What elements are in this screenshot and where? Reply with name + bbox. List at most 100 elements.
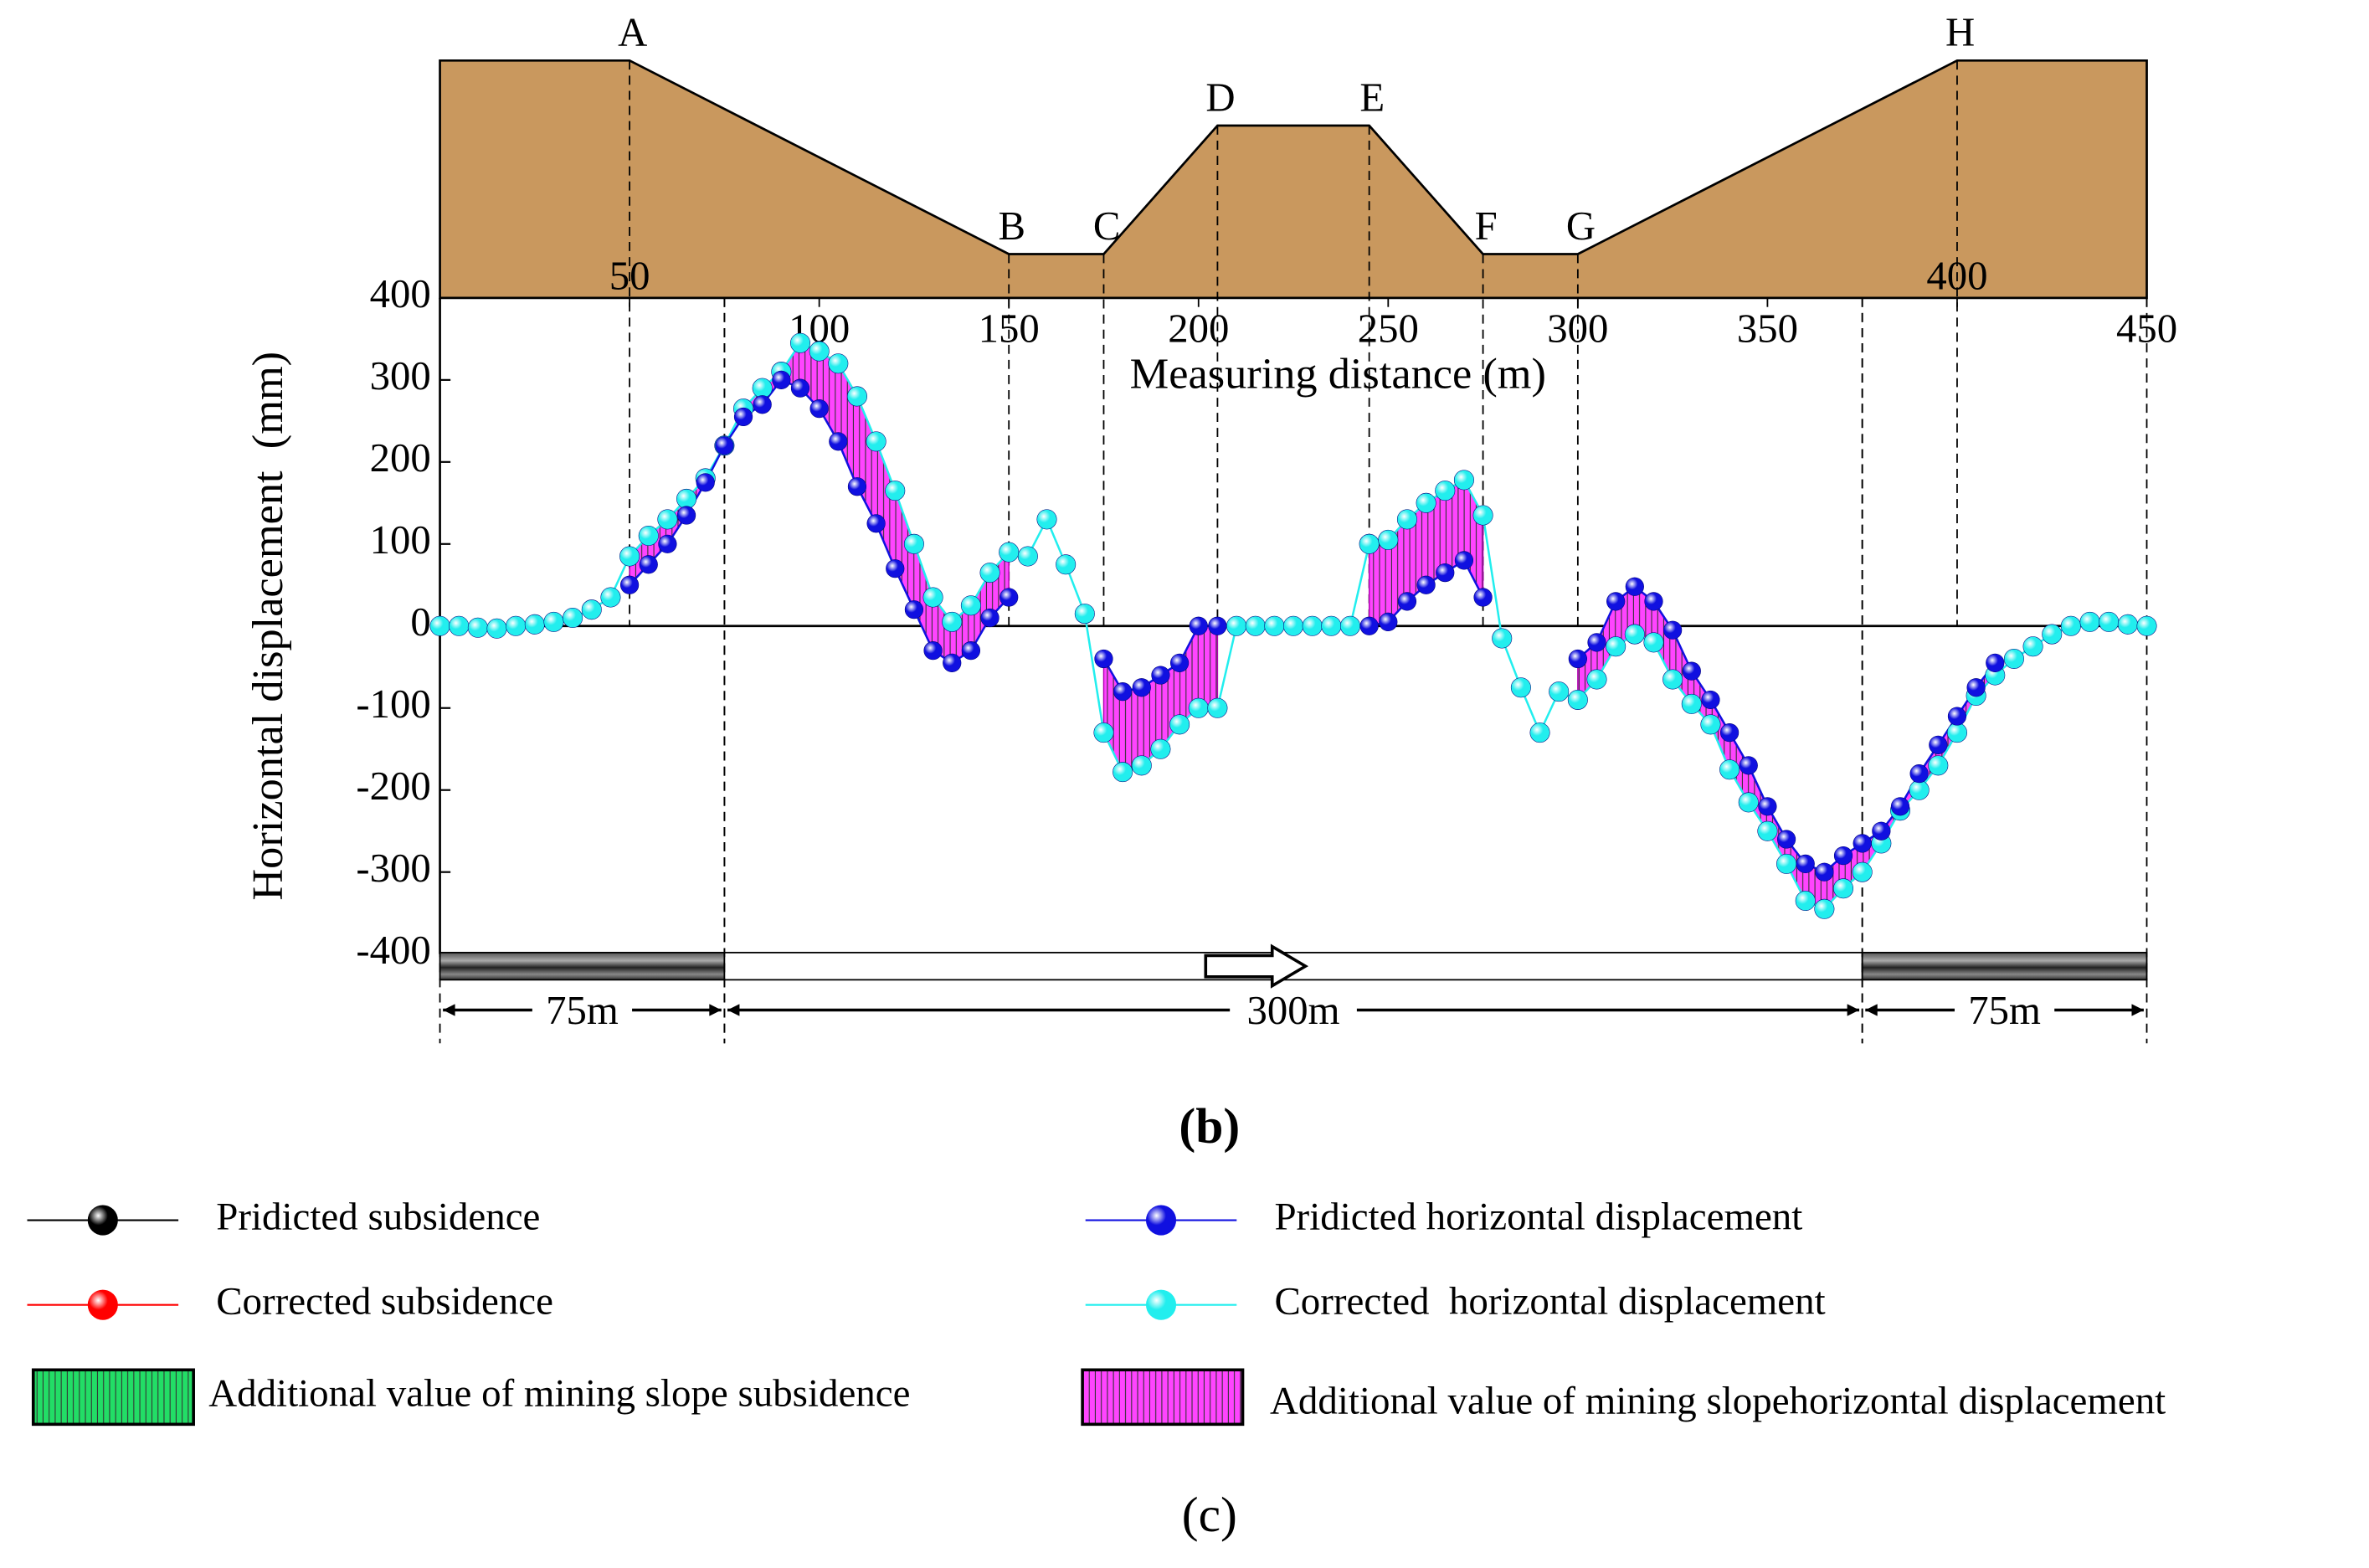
series-point: [1226, 615, 1247, 636]
y-axis-title: Horizontal displacement (mm): [244, 352, 292, 901]
annotation-label: C: [1093, 203, 1121, 249]
series-point: [789, 332, 811, 353]
series-point: [1757, 820, 1778, 841]
series-point: [1928, 755, 1949, 776]
series-point: [790, 378, 810, 398]
series-point: [581, 599, 602, 620]
series-point: [1909, 764, 1929, 784]
series-point: [752, 378, 773, 398]
annotation-label: D: [1205, 75, 1235, 120]
series-point: [1056, 554, 1077, 575]
series-point: [2003, 648, 2024, 669]
series-point: [1644, 592, 1663, 611]
series-point: [1890, 797, 1910, 816]
series-point: [1379, 612, 1398, 631]
terrain: [439, 59, 2148, 300]
series-point: [1739, 756, 1758, 775]
series-point: [1947, 707, 1967, 726]
series-point: [1453, 470, 1474, 491]
series-point: [1113, 762, 1133, 783]
series-point: [847, 477, 867, 496]
span-label: 75m: [546, 988, 619, 1033]
series-point: [866, 514, 886, 533]
legend-swatch: [31, 1368, 195, 1427]
y-tick-label: 100: [370, 517, 431, 563]
x-tick-label: 150: [979, 306, 1040, 352]
series-point: [600, 587, 621, 608]
series-point: [619, 546, 640, 567]
series-point: [903, 533, 924, 554]
series-point: [2022, 636, 2043, 657]
series-point: [1436, 563, 1455, 583]
series-point: [1169, 653, 1190, 672]
series-point: [676, 506, 696, 525]
series-point: [772, 370, 791, 389]
series-point: [639, 555, 658, 574]
legend-label: Additional value of mining slope subside…: [208, 1372, 910, 1416]
series-point: [1815, 862, 1834, 882]
span-label-bg: [1955, 990, 2055, 1033]
series-point: [753, 395, 772, 414]
series-point: [1150, 738, 1171, 759]
series-point: [980, 608, 1000, 628]
series-point: [885, 481, 906, 501]
series-point: [1188, 697, 1209, 718]
series-point: [922, 587, 943, 608]
x-tick-label: 400: [1926, 253, 1987, 298]
series-point: [1568, 649, 1587, 669]
series-point: [1946, 722, 1967, 743]
series-point: [1738, 792, 1759, 813]
legend-label: Corrected horizontal displacement: [1274, 1279, 1825, 1323]
panel-label: (c): [1182, 1487, 1237, 1542]
series-point: [1853, 834, 1872, 853]
series-point: [486, 618, 507, 639]
series-point: [1036, 509, 1057, 530]
series-point: [676, 488, 697, 509]
series-point: [923, 641, 943, 661]
series-point: [1833, 846, 1853, 866]
series-point: [1359, 533, 1380, 554]
series-point: [960, 595, 981, 616]
series-point: [1682, 661, 1701, 681]
legend-label: Additional value of mining slopehorizont…: [1270, 1380, 2166, 1423]
series-point: [1378, 529, 1399, 550]
series-point: [506, 615, 527, 636]
series-point: [1131, 755, 1152, 776]
series-point: [809, 399, 829, 419]
annotation-label: E: [1359, 75, 1385, 120]
series-point: [543, 611, 564, 632]
series-point: [999, 542, 1020, 563]
series-point: [1093, 722, 1114, 743]
series-point: [1264, 615, 1285, 636]
x-tick-label: 300: [1547, 306, 1608, 352]
series-point: [2060, 615, 2081, 636]
series-point: [1435, 481, 1456, 501]
x-tick-label: 250: [1358, 306, 1419, 352]
x-tick-label: 350: [1737, 306, 1798, 352]
series-point: [658, 534, 677, 553]
series-point: [1795, 890, 1816, 912]
series-point: [1017, 546, 1038, 567]
series-point: [657, 509, 678, 530]
series-point: [449, 615, 470, 636]
series-point: [1207, 697, 1228, 718]
advance-arrow: [1204, 943, 1309, 989]
series-point: [961, 641, 980, 661]
series-point: [1587, 633, 1606, 652]
series-point: [1416, 492, 1436, 513]
y-tick-label: -400: [356, 928, 430, 973]
series-point: [943, 653, 962, 672]
series-point: [1719, 759, 1740, 780]
legend-label: Corrected subsidence: [216, 1279, 553, 1323]
series-point: [2117, 614, 2138, 635]
legend-marker: [87, 1205, 118, 1236]
series-point: [1396, 509, 1417, 530]
series-point: [1339, 615, 1361, 636]
terrain-body: [439, 59, 2148, 300]
legend-label: Pridicted horizontal displacement: [1274, 1195, 1802, 1238]
series-point: [696, 473, 715, 492]
series-point: [829, 432, 848, 451]
series-point: [1814, 898, 1835, 919]
series-point: [1567, 689, 1588, 710]
